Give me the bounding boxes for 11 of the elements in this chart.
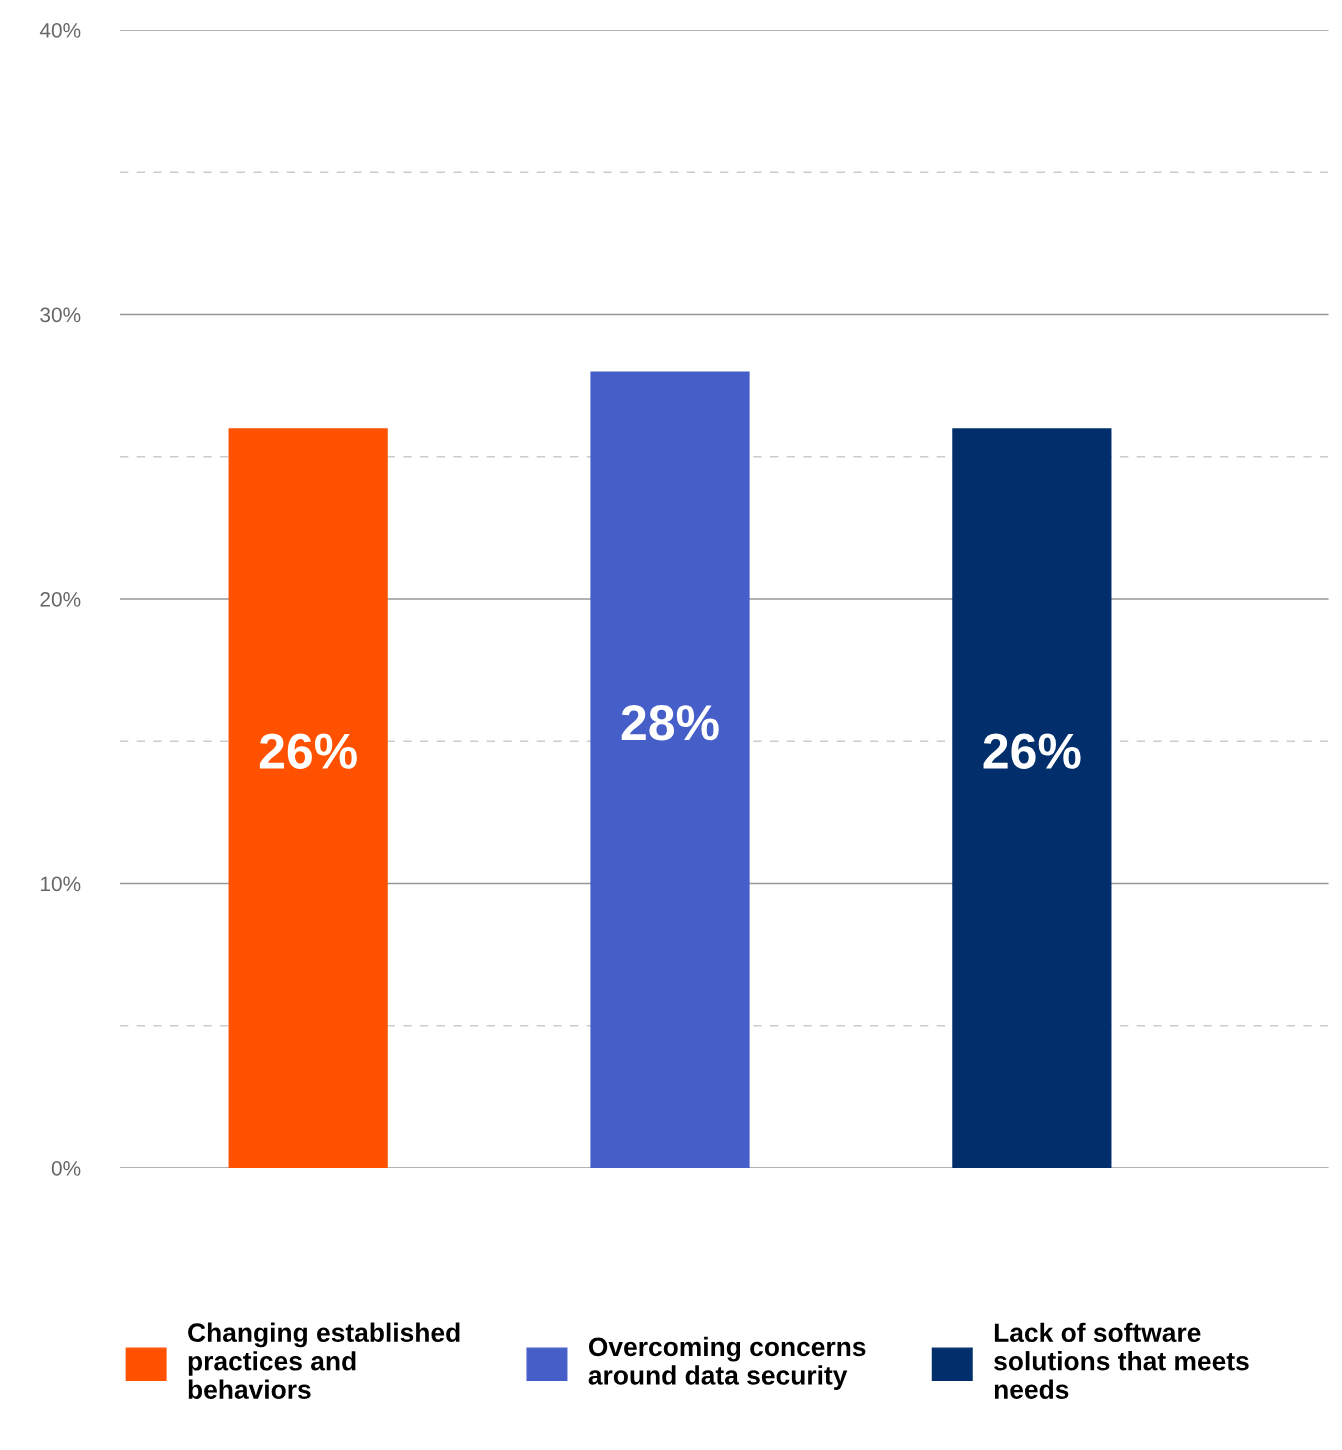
y-tick-label: 0% — [51, 1161, 81, 1176]
y-tick-label: 30% — [40, 307, 81, 323]
y-tick-label: 10% — [41, 876, 81, 892]
legend-label: Lack of software solutions that meets needs — [994, 1322, 1249, 1399]
text: 26% — [259, 733, 357, 769]
y-tick-label: 40% — [39, 23, 81, 38]
text: 26% — [983, 733, 1081, 769]
legend-label: Overcoming concerns around data security — [588, 1336, 866, 1390]
text: 28% — [621, 705, 719, 741]
legend-label: Changing established practices and behaviors — [188, 1322, 460, 1399]
y-tick-label: 20% — [40, 592, 81, 607]
